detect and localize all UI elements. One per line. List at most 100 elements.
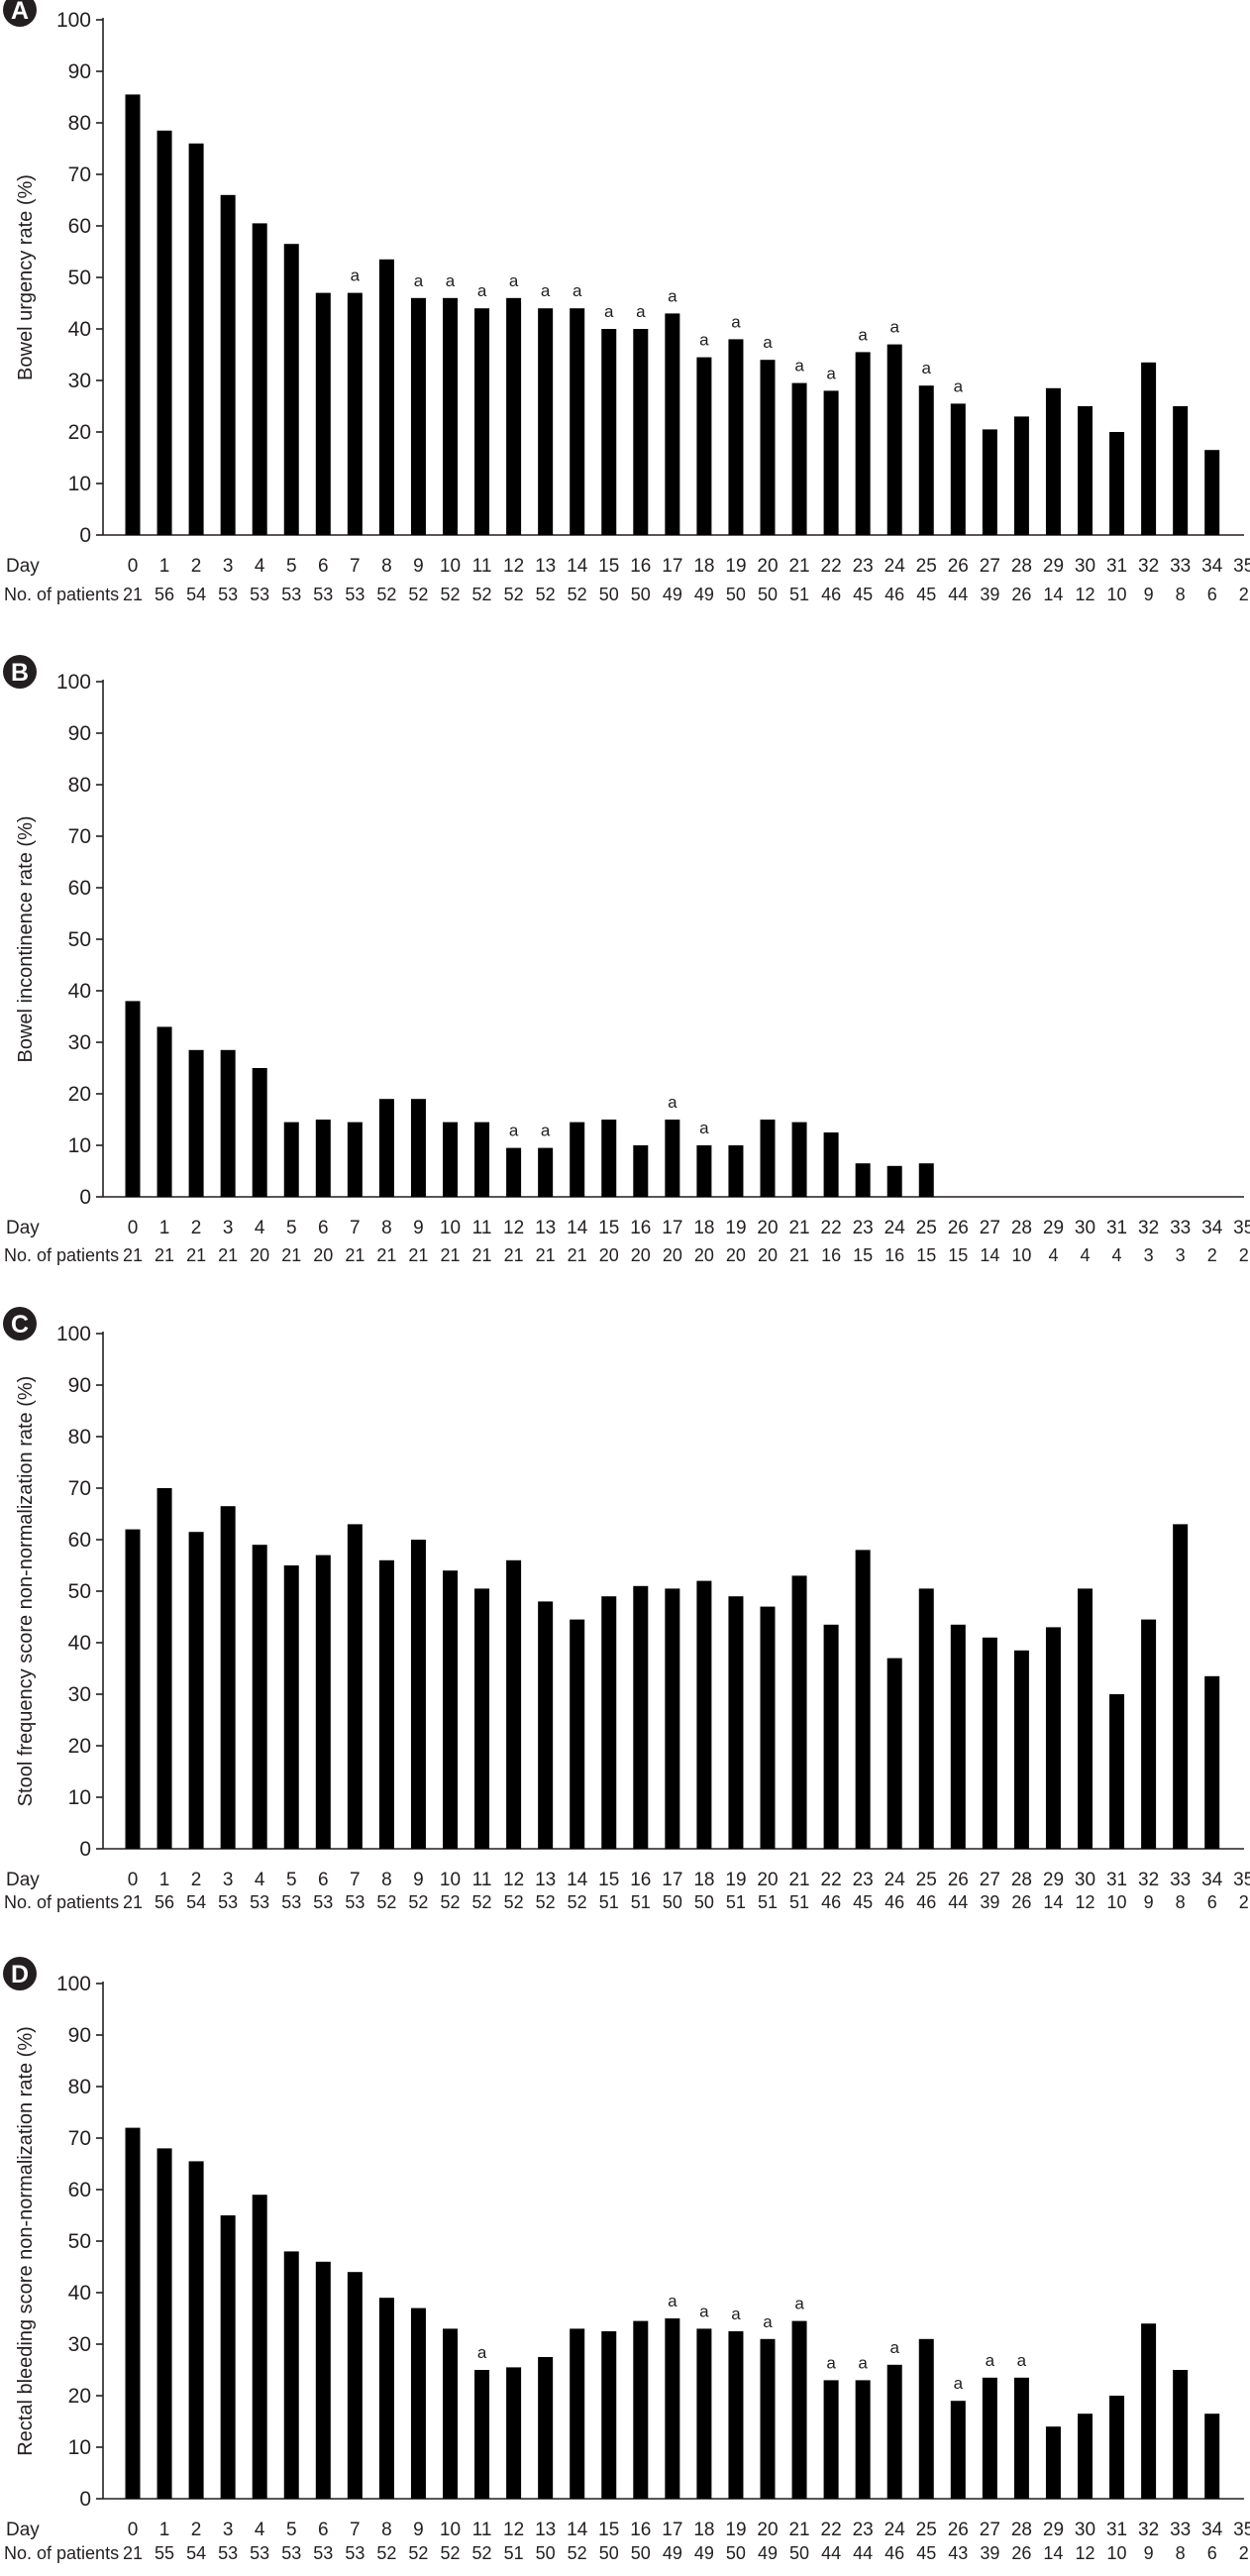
panel-a-x-tick-label: 2 bbox=[191, 556, 202, 577]
panel-b-bar bbox=[696, 1145, 712, 1197]
panel-d-patient-count: 2 bbox=[1239, 2543, 1249, 2563]
panel-c-y-tick-label: 70 bbox=[68, 1477, 91, 1500]
panel-a-x-tick-label: 32 bbox=[1138, 556, 1159, 577]
panel-c-bar bbox=[855, 1550, 871, 1849]
panel-d-bar bbox=[410, 2308, 426, 2499]
panel-d-x-tick-label: 19 bbox=[725, 2520, 746, 2540]
panel-a-bar bbox=[1045, 387, 1061, 535]
panel-b-bar bbox=[665, 1120, 680, 1197]
panel-c-patient-count: 12 bbox=[1075, 1892, 1094, 1912]
panel-c-x-tick-label: 23 bbox=[853, 1870, 874, 1890]
panel-c-y-tick-label: 60 bbox=[68, 1529, 91, 1552]
panel-c-patient-count: 2 bbox=[1239, 1892, 1249, 1912]
panel-c-y-tick-label: 100 bbox=[56, 1323, 91, 1345]
panel-a-bar bbox=[823, 390, 839, 535]
panel-b-patient-count: 4 bbox=[1112, 1245, 1122, 1265]
panel-b-x-tick-label: 28 bbox=[1011, 1218, 1032, 1238]
panel-d-bar bbox=[886, 2364, 902, 2499]
panel-d-y-tick-label: 40 bbox=[68, 2282, 91, 2305]
panel-b-x-tick-label: 5 bbox=[286, 1218, 297, 1238]
panel-d-y-tick-label: 10 bbox=[68, 2436, 91, 2459]
panel-a-patient-count: 26 bbox=[1011, 585, 1031, 604]
panel-a-patient-count: 50 bbox=[758, 585, 778, 604]
panel-a-patient-count: 52 bbox=[568, 585, 587, 604]
panel-c-x-tick-label: 34 bbox=[1201, 1870, 1223, 1890]
panel-a-bar bbox=[665, 313, 680, 535]
panel-a-x-tick-label: 13 bbox=[535, 556, 556, 577]
panel-c-x-tick-label: 5 bbox=[286, 1870, 297, 1890]
panel-a-bar bbox=[1141, 362, 1157, 535]
panel-b-patient-count: 15 bbox=[853, 1245, 873, 1265]
panel-c-x-tick-label: 8 bbox=[381, 1870, 392, 1890]
panel-b-x-tick-label: 10 bbox=[440, 1218, 461, 1238]
panel-b-patients-row-title: No. of patients bbox=[4, 1245, 119, 1265]
panel-b-y-tick-label: 20 bbox=[68, 1083, 91, 1106]
panel-d-bar bbox=[791, 2320, 807, 2499]
panel-b-x-tick-label: 29 bbox=[1043, 1218, 1064, 1238]
panel-d-bar bbox=[950, 2401, 966, 2499]
panel-a-patient-count: 46 bbox=[885, 585, 904, 604]
panel-d-y-tick-label: 30 bbox=[68, 2333, 91, 2356]
panel-b-label-badge bbox=[3, 655, 37, 689]
panel-c-patient-count: 52 bbox=[568, 1892, 587, 1912]
panel-c-patient-count: 21 bbox=[123, 1892, 143, 1912]
panel-c-patient-count: 51 bbox=[599, 1892, 619, 1912]
panel-c-y-tick-label: 10 bbox=[68, 1786, 91, 1809]
panel-c-bar bbox=[125, 1529, 141, 1849]
panel-a-bar bbox=[570, 308, 585, 535]
panel-a-label-badge bbox=[3, 0, 37, 27]
panel-b-patient-count: 20 bbox=[250, 1245, 269, 1265]
panel-d-patient-count: 21 bbox=[123, 2543, 143, 2563]
panel-a-patient-count: 49 bbox=[663, 585, 682, 604]
panel-a-y-tick-label: 20 bbox=[68, 421, 91, 444]
panel-b-bar bbox=[601, 1120, 617, 1197]
panel-b-patient-count: 4 bbox=[1048, 1245, 1058, 1265]
panel-d-bar bbox=[1013, 2377, 1029, 2499]
panel-d-x-tick-label: 6 bbox=[318, 2520, 329, 2540]
panel-b-patient-count: 21 bbox=[440, 1245, 460, 1265]
panel-a-significance-mark: a bbox=[414, 271, 424, 290]
panel-d-patient-count: 44 bbox=[853, 2543, 873, 2563]
panel-a-x-tick-label: 22 bbox=[821, 556, 842, 577]
panel-a-bar bbox=[982, 429, 997, 535]
panel-a-x-tick-label: 29 bbox=[1043, 556, 1064, 577]
panel-b-x-tick-label: 9 bbox=[413, 1218, 424, 1238]
panel-d-patient-count: 12 bbox=[1075, 2543, 1094, 2563]
panel-b-patient-count: 2 bbox=[1239, 1245, 1249, 1265]
panel-c-bar bbox=[728, 1596, 744, 1849]
panel-c-x-tick-label: 17 bbox=[662, 1870, 682, 1890]
panel-b-x-tick-label: 24 bbox=[885, 1218, 906, 1238]
panel-c-x-tick-label: 15 bbox=[598, 1870, 619, 1890]
panel-a-patient-count: 2 bbox=[1239, 585, 1249, 604]
panel-c-bar bbox=[1109, 1694, 1125, 1849]
panel-b-patient-count: 16 bbox=[821, 1245, 841, 1265]
panel-a-patient-count: 52 bbox=[376, 585, 396, 604]
panel-a-bar bbox=[1109, 432, 1125, 535]
panel-d-x-tick-label: 22 bbox=[821, 2520, 842, 2540]
panel-b-x-tick-label: 12 bbox=[503, 1218, 524, 1238]
panel-c-patient-count: 51 bbox=[758, 1892, 778, 1912]
panel-a-x-tick-label: 4 bbox=[255, 556, 265, 577]
panel-b-patient-count: 21 bbox=[218, 1245, 238, 1265]
panel-b-patient-count: 20 bbox=[599, 1245, 619, 1265]
panel-a-y-tick-label: 10 bbox=[68, 473, 91, 495]
panel-c-x-tick-label: 9 bbox=[413, 1870, 424, 1890]
panel-d-x-tick-label: 28 bbox=[1011, 2520, 1032, 2540]
panel-b-patient-count: 21 bbox=[472, 1245, 492, 1265]
panel-c-bar bbox=[1141, 1619, 1157, 1849]
panel-d-x-tick-label: 11 bbox=[472, 2520, 492, 2540]
panel-d-y-tick-label: 80 bbox=[68, 2076, 91, 2098]
panel-a-x-tick-label: 7 bbox=[350, 556, 361, 577]
panel-d-patient-count: 9 bbox=[1144, 2543, 1154, 2563]
panel-d-bar bbox=[538, 2357, 554, 2499]
panel-b-x-tick-label: 18 bbox=[693, 1218, 714, 1238]
panel-c-patient-count: 46 bbox=[821, 1892, 841, 1912]
panel-a-significance-mark: a bbox=[446, 271, 456, 290]
panel-d-x-tick-label: 20 bbox=[757, 2520, 778, 2540]
panel-c-x-tick-label: 22 bbox=[821, 1870, 842, 1890]
panel-d-y-axis-title: Rectal bleeding score non-normalization … bbox=[15, 2026, 37, 2456]
panel-a-patient-count: 46 bbox=[821, 585, 841, 604]
panel-c-y-tick-label: 90 bbox=[68, 1374, 91, 1397]
panel-d-significance-mark: a bbox=[826, 2353, 836, 2372]
panel-d-bar bbox=[283, 2251, 299, 2499]
